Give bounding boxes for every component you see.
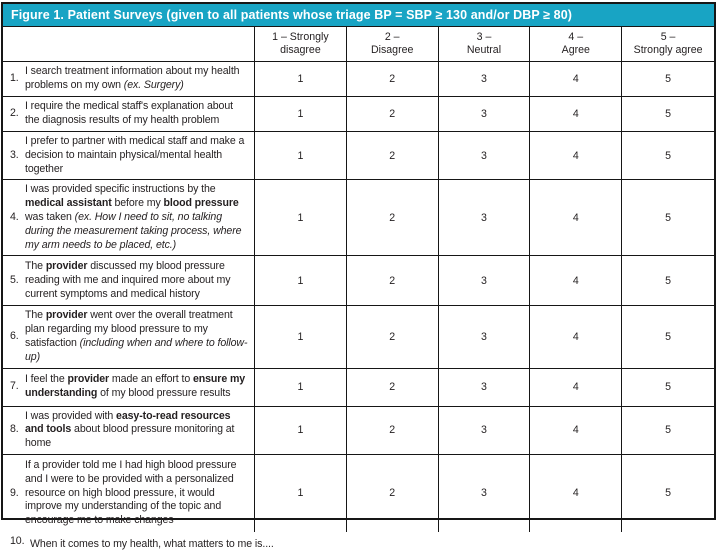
rating-cell-2: 2 [347, 406, 439, 454]
table-header-row: 1 – Strongly disagree 2 – Disagree 3 – N… [3, 27, 714, 62]
rating-cell-1: 1 [255, 368, 347, 406]
table-row: 7. I feel the provider made an effort to… [3, 368, 714, 407]
question-cell: 2. I require the medical staff's explana… [3, 97, 255, 131]
question-cell: 3. I prefer to partner with medical staf… [3, 132, 255, 180]
rating-cell-4: 4 [530, 406, 623, 454]
question-cell: 4. I was provided specific instructions … [3, 180, 255, 256]
rating-cell-5: 5 [665, 73, 672, 85]
rating-cell-5: 5 [665, 487, 672, 500]
table-row: 3. I prefer to partner with medical staf… [3, 132, 714, 181]
rating-cell-5: 5 [665, 274, 672, 287]
question-text: When it comes to my health, what matters… [30, 537, 274, 550]
rating-cell-3: 3 [439, 368, 531, 406]
rating-cell-4: 4 [530, 256, 623, 306]
question-text: I was provided specific instructions by … [25, 183, 242, 251]
table-row: 5. The provider discussed my blood press… [3, 256, 714, 307]
table-row: 6. The provider went over the overall tr… [3, 306, 714, 369]
rating-cell-3: 3 [439, 132, 531, 180]
table-row-10: 10. When it comes to my health, what mat… [3, 532, 714, 557]
rating-cell-1: 1 [255, 62, 347, 96]
column-header-strongly-agree: 5 – Strongly agree [633, 31, 703, 56]
question-cell: 8. I was provided with easy-to-read reso… [3, 406, 255, 454]
rating-cell-3: 3 [439, 406, 531, 454]
rating-cell-3: 3 [439, 180, 531, 256]
rating-cell-2: 2 [347, 256, 439, 306]
question-number: 3. [10, 148, 19, 161]
column-header-disagree: 2 – Disagree [347, 27, 439, 61]
question-text: If a provider told me I had high blood p… [25, 458, 237, 527]
rating-cell-2: 2 [347, 62, 439, 96]
rating-cell-4: 4 [530, 62, 623, 96]
rating-cell-4: 4 [530, 368, 623, 406]
rating-cell-1: 1 [255, 132, 347, 180]
rating-cell-3: 3 [439, 97, 531, 131]
column-header-agree: 4 – Agree [530, 27, 623, 61]
rating-cell-2: 2 [347, 368, 439, 406]
question-cell: 7. I feel the provider made an effort to… [3, 368, 255, 406]
table-body: 1. I search treatment information about … [3, 62, 714, 532]
question-number: 9. [10, 486, 19, 499]
rating-cell-5: 5 [665, 424, 672, 437]
rating-cell-5: 5 [665, 108, 672, 120]
rating-cell-4: 4 [530, 97, 623, 131]
question-text: I require the medical staff's explanatio… [25, 100, 233, 126]
question-number: 7. [10, 380, 19, 393]
question-cell: 1. I search treatment information about … [3, 62, 255, 96]
rating-cell-1: 1 [255, 256, 347, 306]
rating-cell-2: 2 [347, 180, 439, 256]
question-cell: 9. If a provider told me I had high bloo… [3, 454, 255, 532]
rating-cell-1: 1 [255, 97, 347, 131]
figure-title-bar: Figure 1. Patient Surveys (given to all … [3, 4, 714, 27]
figure-title: Figure 1. Patient Surveys (given to all … [11, 8, 573, 22]
rating-cell-2: 2 [347, 306, 439, 368]
column-header-neutral: 3 – Neutral [439, 27, 531, 61]
figure-1-patient-surveys: Figure 1. Patient Surveys (given to all … [1, 2, 716, 550]
question-text: The provider discussed my blood pressure… [25, 260, 231, 300]
column-header-strongly-disagree: 1 – Strongly disagree [255, 27, 347, 61]
rating-cell-2: 2 [347, 454, 439, 532]
rating-cell-1: 1 [255, 406, 347, 454]
rating-cell-1: 1 [255, 306, 347, 368]
rating-cell-5: 5 [665, 330, 672, 343]
rating-cell-4: 4 [530, 306, 623, 368]
question-text: I was provided with easy-to-read resourc… [25, 409, 235, 450]
rating-cell-4: 4 [530, 180, 623, 256]
question-text: I search treatment information about my … [25, 65, 240, 91]
question-number: 6. [10, 330, 19, 343]
question-number: 4. [10, 210, 19, 223]
rating-cell-2: 2 [347, 97, 439, 131]
rating-cell-1: 1 [255, 180, 347, 256]
rating-cell-4: 4 [530, 454, 623, 532]
question-text: I feel the provider made an effort to en… [25, 373, 246, 400]
question-number: 1. [10, 72, 19, 85]
table-row: 9. If a provider told me I had high bloo… [3, 454, 714, 532]
table-row: 8. I was provided with easy-to-read reso… [3, 406, 714, 455]
table-row: 2. I require the medical staff's explana… [3, 97, 714, 132]
rating-cell-2: 2 [347, 132, 439, 180]
rating-cell-4: 4 [530, 132, 623, 180]
rating-cell-3: 3 [439, 256, 531, 306]
rating-cell-3: 3 [439, 306, 531, 368]
question-number: 5. [10, 273, 19, 286]
question-text: The provider went over the overall treat… [25, 309, 248, 363]
table-row: 4. I was provided specific instructions … [3, 180, 714, 257]
rating-cell-3: 3 [439, 62, 531, 96]
question-cell: 5. The provider discussed my blood press… [3, 256, 255, 306]
question-text: I prefer to partner with medical staff a… [25, 135, 245, 175]
rating-cell-1: 1 [255, 454, 347, 532]
rating-cell-5: 5 [665, 211, 672, 224]
survey-table: 1 – Strongly disagree 2 – Disagree 3 – N… [3, 27, 714, 557]
question-number: 10. [10, 534, 25, 547]
question-number: 2. [10, 107, 19, 120]
question-cell: 6. The provider went over the overall tr… [3, 306, 255, 368]
rating-cell-3: 3 [439, 454, 531, 532]
question-column-header [3, 27, 255, 61]
question-number: 8. [10, 423, 19, 436]
rating-cell-5: 5 [665, 381, 672, 394]
rating-cell-5: 5 [665, 149, 672, 162]
table-row: 1. I search treatment information about … [3, 62, 714, 97]
